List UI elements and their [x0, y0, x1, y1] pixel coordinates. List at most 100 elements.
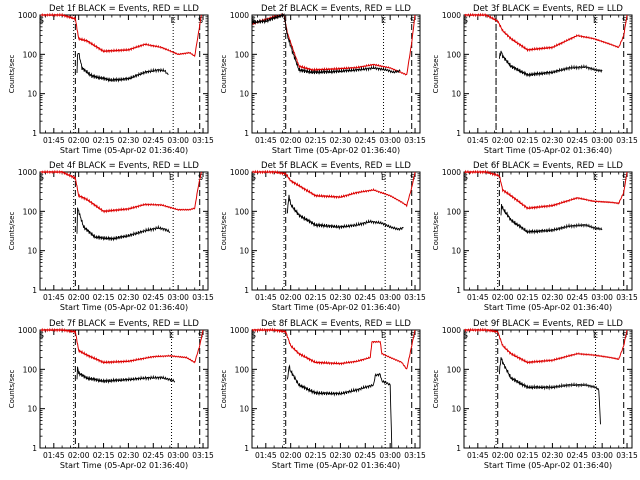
segment-marker-label: S [410, 331, 415, 340]
plot-frame [39, 329, 209, 449]
y-axis-label: Counts/sec [220, 212, 228, 251]
x-tick-label: 02:30 [542, 136, 564, 145]
events-series-line [500, 204, 603, 235]
panel-2: Det 2f BLACK = Events, RED = LLD 1 10 100 10… [220, 4, 426, 155]
y-axis-label: Counts/sec [8, 212, 16, 251]
x-tick-label: 01:45 [255, 293, 277, 302]
x-tick-label: 03:00 [379, 451, 401, 460]
x-tick-label: 02:15 [305, 136, 327, 145]
panel-title: Det 6f BLACK = Events, RED = LLD [473, 161, 623, 171]
plot-frame [463, 329, 633, 449]
x-tick-label: 02:30 [542, 293, 564, 302]
y-tick-label: 10 [451, 90, 461, 99]
x-tick-label: 02:00 [280, 136, 302, 145]
y-tick-label: 1000 [442, 168, 461, 177]
x-tick-label: 03:00 [379, 136, 401, 145]
y-tick-label: 1 [244, 129, 249, 138]
x-axis-label: Start Time (05-Apr-02 01:36:40) [272, 146, 400, 155]
x-tick-label: 01:45 [467, 451, 489, 460]
segment-marker-label: S [410, 16, 415, 25]
segment-marker-label: E [171, 16, 176, 25]
lld-series-line [464, 169, 628, 211]
segment-marker-label: S [39, 173, 44, 182]
x-tick-label: 03:00 [591, 451, 613, 460]
x-tick-label: 02:15 [93, 451, 115, 460]
segment-marker-label: S [39, 331, 44, 340]
lld-series-line [40, 327, 204, 365]
x-tick-label: 02:00 [492, 136, 514, 145]
x-tick-label: 02:15 [93, 136, 115, 145]
segment-marker-label: S [622, 16, 627, 25]
y-axis-label: Counts/sec [8, 370, 16, 409]
x-tick-label: 02:30 [330, 293, 352, 302]
x-axis-label: Start Time (05-Apr-02 01:36:40) [272, 303, 400, 312]
panel-4: Det 4f BLACK = Events, RED = LLD 1 10 100 10… [8, 161, 214, 312]
x-tick-label: 03:15 [192, 136, 214, 145]
y-tick-label: 1000 [442, 326, 461, 335]
x-axis-label: Start Time (05-Apr-02 01:36:40) [60, 461, 188, 470]
segment-marker-label: E [593, 331, 598, 340]
segment-marker-label: E [381, 173, 386, 182]
x-tick-label: 02:30 [330, 451, 352, 460]
x-tick-label: 02:15 [305, 451, 327, 460]
x-tick-label: 02:45 [566, 451, 588, 460]
x-tick-label: 02:45 [566, 136, 588, 145]
segment-marker-label: E [593, 173, 598, 182]
segment-marker-label: S [251, 331, 256, 340]
y-tick-label: 1000 [230, 11, 249, 20]
y-tick-label: 1000 [18, 168, 37, 177]
lld-series-line [252, 169, 416, 208]
panel-5: Det 5f BLACK = Events, RED = LLD 1 10 100 10… [220, 161, 426, 312]
y-tick-label: 100 [235, 207, 250, 216]
x-tick-label: 03:00 [167, 451, 189, 460]
y-tick-label: 1 [32, 444, 37, 453]
x-tick-label: 03:00 [167, 293, 189, 302]
segment-marker-label: E [593, 16, 598, 25]
x-axis-label: Start Time (05-Apr-02 01:36:40) [272, 461, 400, 470]
segment-marker-label: S [410, 173, 415, 182]
x-tick-label: 01:45 [467, 136, 489, 145]
events-series-line [76, 52, 169, 83]
x-tick-label: 02:00 [68, 451, 90, 460]
panel-title: Det 7f BLACK = Events, RED = LLD [49, 319, 199, 329]
x-tick-label: 03:00 [591, 293, 613, 302]
x-tick-label: 02:30 [330, 136, 352, 145]
segment-marker-label: S [251, 173, 256, 182]
segment-marker-label: S [463, 16, 468, 25]
x-tick-label: 02:00 [68, 136, 90, 145]
panel-title: Det 3f BLACK = Events, RED = LLD [473, 4, 623, 14]
events-series-line [498, 50, 603, 78]
y-tick-label: 10 [27, 247, 37, 256]
x-tick-label: 02:45 [354, 451, 376, 460]
lld-series-line [464, 327, 628, 365]
x-tick-label: 03:00 [591, 136, 613, 145]
panel-7: Det 7f BLACK = Events, RED = LLD 1 10 100 10… [8, 319, 214, 470]
y-axis-label: Counts/sec [432, 370, 440, 409]
panel-title: Det 9f BLACK = Events, RED = LLD [473, 319, 623, 329]
panel-title: Det 2f BLACK = Events, RED = LLD [261, 4, 411, 14]
x-tick-label: 02:15 [517, 451, 539, 460]
segment-marker-label: S [463, 173, 468, 182]
y-tick-label: 1 [32, 129, 37, 138]
plot-frame [251, 171, 421, 291]
segment-marker-label: S [39, 16, 44, 25]
x-axis-label: Start Time (05-Apr-02 01:36:40) [484, 303, 612, 312]
y-tick-label: 100 [23, 50, 38, 59]
y-tick-label: 100 [447, 207, 462, 216]
x-axis-label: Start Time (05-Apr-02 01:36:40) [60, 303, 188, 312]
x-tick-label: 02:30 [118, 136, 140, 145]
x-tick-label: 01:45 [255, 451, 277, 460]
x-tick-label: 02:45 [142, 136, 164, 145]
x-tick-label: 02:45 [142, 293, 164, 302]
lld-series-line [464, 12, 628, 53]
panel-title: Det 5f BLACK = Events, RED = LLD [261, 161, 411, 171]
panel-title: Det 4f BLACK = Events, RED = LLD [49, 161, 199, 171]
x-tick-label: 02:45 [566, 293, 588, 302]
x-tick-label: 02:15 [305, 293, 327, 302]
x-tick-label: 02:45 [354, 293, 376, 302]
y-tick-label: 1 [244, 444, 249, 453]
plot-frame [251, 329, 421, 449]
events-series-line [498, 357, 601, 425]
y-tick-label: 1 [456, 129, 461, 138]
